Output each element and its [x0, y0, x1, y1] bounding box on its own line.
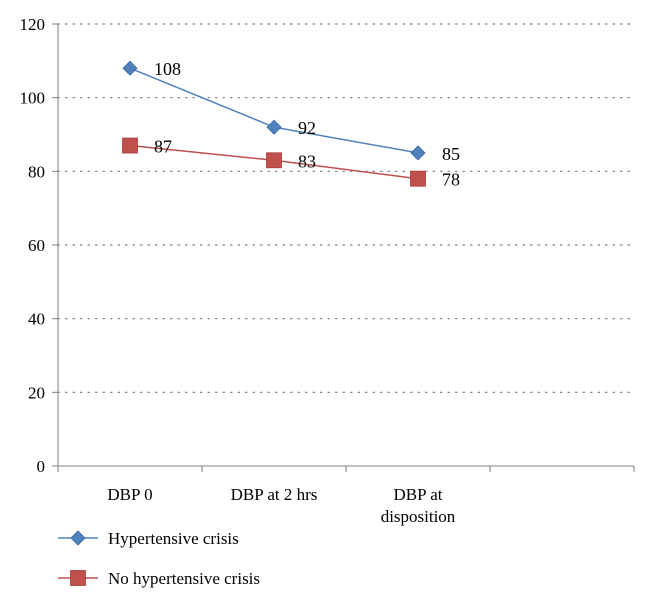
- y-tick-label-20: 20: [28, 383, 45, 402]
- data-label-no-hypertensive-crisis-1: 87: [154, 137, 172, 157]
- y-tick-label-120: 120: [20, 15, 46, 34]
- legend: Hypertensive crisis No hypertensive crisi…: [58, 529, 260, 588]
- category-label-1: DBP 0: [107, 485, 152, 504]
- gridlines: [57, 23, 635, 393]
- y-tick-label-0: 0: [37, 457, 46, 476]
- data-label-hypertensive-crisis-2: 92: [298, 118, 316, 138]
- data-label-hypertensive-crisis-1: 108: [154, 59, 181, 79]
- data-label-hypertensive-crisis-3: 85: [442, 144, 460, 164]
- y-tick-label-40: 40: [28, 310, 45, 329]
- y-tick-label-100: 100: [20, 89, 46, 108]
- y-tick-label-60: 60: [28, 236, 45, 255]
- legend-marker-no-hypertensive-crisis: [70, 570, 86, 586]
- data-point-no-hypertensive-crisis-3: [410, 170, 426, 187]
- category-label-2: DBP at 2 hrs: [231, 485, 318, 504]
- data-point-hypertensive-crisis-3: [410, 145, 426, 161]
- category-label-3: DBP at disposition: [381, 485, 456, 526]
- axes: [52, 23, 635, 472]
- y-tick-label-80: 80: [28, 162, 45, 181]
- data-point-hypertensive-crisis-1: [122, 60, 138, 76]
- labels: 0 20 40 60 80 100 120 DBP 0 DBP at 2 hrs DBP at di…: [20, 15, 461, 526]
- data-point-no-hypertensive-crisis-1: [122, 137, 138, 154]
- data-point-no-hypertensive-crisis-2: [266, 152, 282, 169]
- series: [122, 60, 426, 187]
- data-point-hypertensive-crisis-2: [266, 119, 282, 135]
- data-label-no-hypertensive-crisis-3: 78: [442, 170, 460, 190]
- legend-label-hypertensive-crisis: Hypertensive crisis: [108, 529, 239, 548]
- series-line-hypertensive-crisis: [129, 67, 419, 154]
- legend-label-no-hypertensive-crisis: No hypertensive crisis: [108, 569, 260, 588]
- legend-marker-hypertensive-crisis: [70, 530, 86, 546]
- data-label-no-hypertensive-crisis-2: 83: [298, 151, 316, 171]
